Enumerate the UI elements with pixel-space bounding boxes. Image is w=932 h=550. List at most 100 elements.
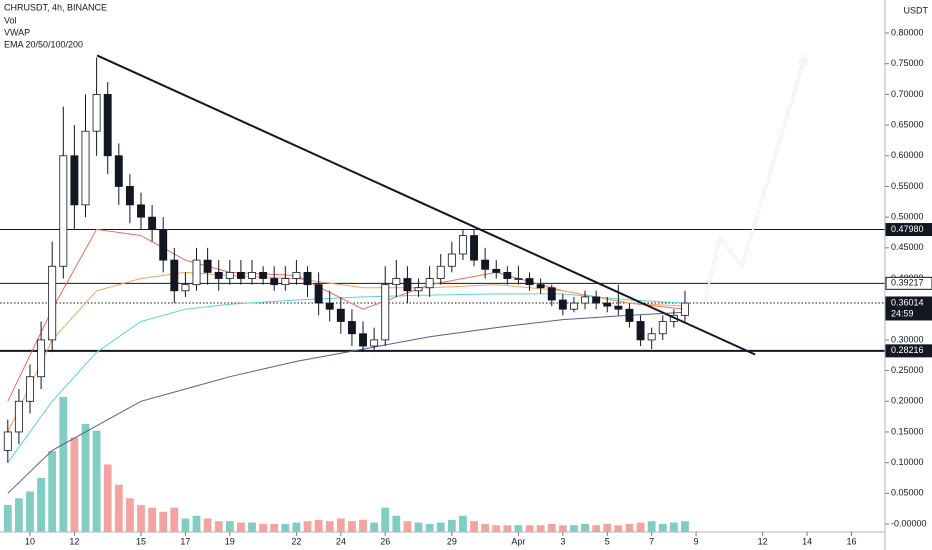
volume-bar bbox=[92, 430, 101, 532]
x-tick-label: 9 bbox=[694, 536, 699, 546]
candle-body bbox=[481, 259, 490, 270]
volume-bar bbox=[336, 518, 345, 532]
volume-bar bbox=[237, 522, 245, 532]
volume-bar bbox=[681, 521, 689, 532]
candle-body bbox=[325, 302, 334, 310]
x-tick-label: 24 bbox=[336, 536, 346, 546]
y-tick-label: 0.60000 bbox=[891, 150, 924, 160]
x-tick-label: 14 bbox=[802, 536, 812, 546]
volume-bar bbox=[348, 521, 356, 532]
volume-bar bbox=[359, 519, 367, 532]
candle-body bbox=[470, 235, 478, 261]
candle-body bbox=[336, 308, 345, 322]
volume-bar bbox=[514, 525, 523, 532]
volume-bar bbox=[3, 505, 12, 532]
y-tick-label: 0.65000 bbox=[891, 119, 924, 129]
volume-bar bbox=[481, 523, 490, 532]
candle-body bbox=[403, 278, 412, 292]
candle-body bbox=[181, 284, 190, 292]
candle-body bbox=[581, 296, 590, 304]
candle-body bbox=[125, 186, 134, 206]
candle-body bbox=[414, 287, 423, 292]
candle-body bbox=[14, 400, 23, 433]
x-tick-label: 29 bbox=[447, 536, 457, 546]
x-tick-label: 15 bbox=[136, 536, 146, 546]
volume-bar bbox=[614, 525, 623, 532]
volume-bar bbox=[281, 523, 290, 532]
y-tick-label: 0.30000 bbox=[891, 334, 924, 344]
volume-bar bbox=[192, 515, 201, 532]
candle-body bbox=[103, 93, 112, 157]
volume-bar bbox=[48, 451, 57, 532]
volume-bar bbox=[603, 523, 612, 532]
volume-bar bbox=[547, 523, 556, 532]
candle-body bbox=[26, 376, 34, 402]
x-tick-label: Apr bbox=[511, 536, 525, 546]
price-axis bbox=[885, 0, 932, 550]
y-tick-label: 0.10000 bbox=[891, 457, 924, 467]
candle-body bbox=[248, 271, 256, 279]
candle-body bbox=[303, 271, 312, 286]
candle-body bbox=[37, 339, 46, 378]
price-label: 0.39217 bbox=[891, 278, 924, 288]
candle-body bbox=[603, 302, 612, 307]
volume-bar bbox=[392, 515, 401, 532]
candle-body bbox=[292, 271, 301, 279]
candle-body bbox=[558, 299, 567, 310]
candle-body bbox=[569, 302, 578, 310]
y-tick-label: 0.45000 bbox=[891, 242, 924, 252]
volume-bar bbox=[181, 518, 190, 532]
y-tick-label: 0.70000 bbox=[891, 89, 924, 99]
price-label-box bbox=[885, 223, 932, 237]
candle-body bbox=[525, 278, 534, 286]
candle-body bbox=[192, 259, 201, 286]
volume-bar bbox=[403, 521, 412, 532]
arrow-head bbox=[798, 54, 808, 66]
y-tick-label: -0.00000 bbox=[891, 518, 927, 528]
candle-body bbox=[159, 229, 168, 261]
candle-body bbox=[447, 253, 456, 267]
volume-bar bbox=[447, 519, 456, 532]
candle-body bbox=[547, 287, 556, 301]
volume-bar bbox=[270, 523, 279, 532]
candle-body bbox=[436, 265, 445, 279]
candle-body bbox=[503, 271, 512, 279]
volume-bar bbox=[503, 525, 512, 532]
x-tick-label: 19 bbox=[225, 536, 235, 546]
volume-bar bbox=[625, 523, 634, 532]
volume-bar bbox=[425, 523, 434, 532]
candle-body bbox=[536, 284, 545, 289]
candle-body bbox=[236, 271, 245, 279]
candle-body bbox=[214, 271, 223, 279]
candle-body bbox=[270, 278, 279, 286]
price-label: 0.28216 bbox=[891, 345, 924, 355]
volume-bar bbox=[137, 505, 145, 532]
candle-body bbox=[203, 259, 212, 273]
y-tick-label: 0.05000 bbox=[891, 488, 924, 498]
currency: USDT bbox=[904, 5, 929, 15]
volume-bar bbox=[159, 511, 168, 532]
volume-bar bbox=[414, 522, 423, 532]
candle-body bbox=[492, 268, 501, 273]
volume-bar bbox=[592, 525, 601, 532]
candle-body bbox=[70, 155, 79, 206]
x-tick-label: 10 bbox=[25, 536, 35, 546]
candle-body bbox=[658, 321, 667, 335]
x-tick-label: 5 bbox=[605, 536, 610, 546]
candle-body bbox=[225, 271, 234, 279]
candle-body bbox=[370, 339, 379, 347]
candle-body bbox=[48, 265, 57, 341]
x-tick-label: 12 bbox=[69, 536, 79, 546]
legend-item: EMA 20/50/100/200 bbox=[4, 39, 83, 49]
volume-bar bbox=[658, 523, 667, 532]
candle-body bbox=[625, 308, 634, 322]
candle-body bbox=[92, 93, 101, 132]
candle-body bbox=[114, 155, 123, 187]
volume-bar bbox=[647, 521, 656, 532]
volume-bar bbox=[525, 525, 534, 532]
candle-body bbox=[81, 130, 90, 206]
indicator-line bbox=[7, 311, 686, 494]
volume-bar bbox=[669, 522, 678, 532]
candle-body bbox=[614, 305, 623, 310]
x-tick-label: 22 bbox=[291, 536, 301, 546]
